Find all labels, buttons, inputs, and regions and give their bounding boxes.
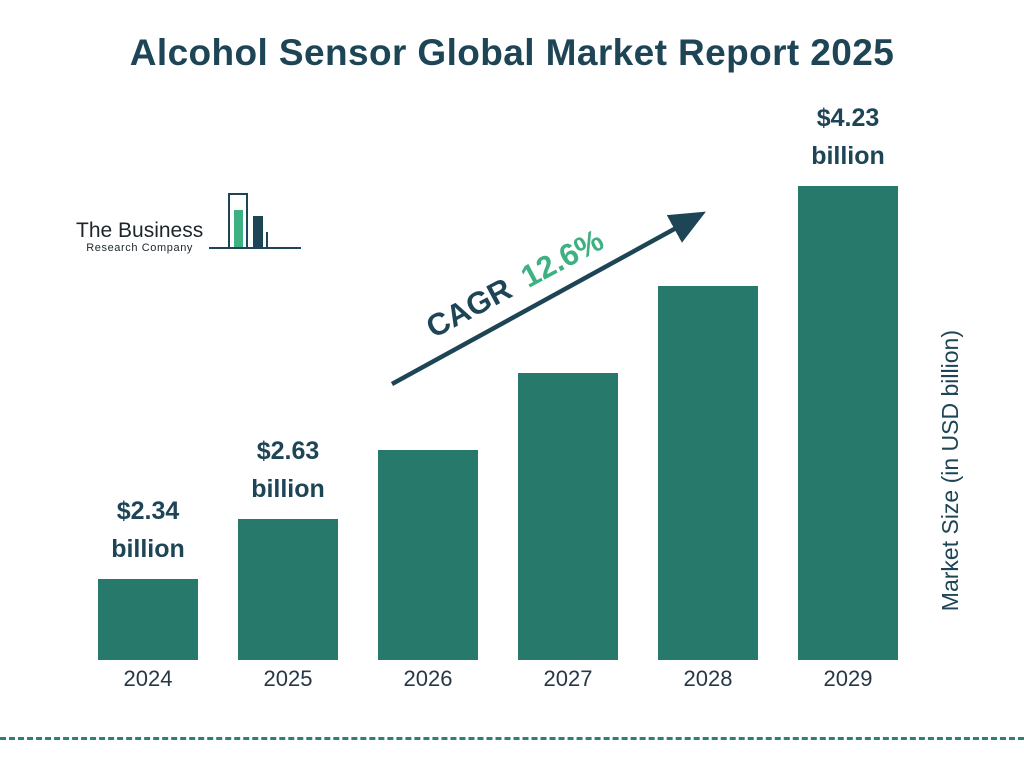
bottom-dashed-divider [0,737,1024,740]
bar-2027 [518,373,618,660]
value-label-2025: $2.63 billion [251,436,325,504]
logo-name: The Business [76,218,204,242]
x-axis-label-2024: 2024 [123,666,173,691]
x-axis-label-2027: 2027 [543,666,593,691]
y-axis-label: Market Size (in USD billion) [937,330,963,612]
logo-text: The Business Research Company [76,219,203,254]
x-axis-label-2029: 2029 [823,666,873,691]
x-axis-label-2025: 2025 [263,666,313,691]
value-label-2024: $2.34 billion [111,496,185,564]
x-axis-label-2028: 2028 [683,666,733,691]
bar-2029 [798,186,898,660]
value-label-2029: $4.23 billion [811,103,885,171]
bar-2024 [98,579,198,660]
x-axis-label-2026: 2026 [403,666,453,691]
bar-2028 [658,286,758,660]
company-logo: The Business Research Company [76,192,303,254]
logo-bars-icon [209,193,302,249]
bar-2026 [378,450,478,660]
chart-title: Alcohol Sensor Global Market Report 2025 [129,32,895,73]
bar-2025 [238,519,338,660]
logo-subname: Research Company [86,241,194,254]
